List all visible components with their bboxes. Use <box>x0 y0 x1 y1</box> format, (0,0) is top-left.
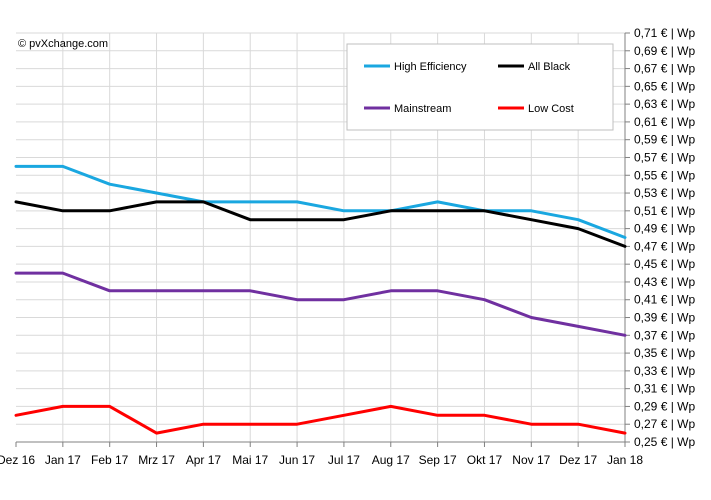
copyright-label: © pvXchange.com <box>18 38 108 50</box>
y-tick-label: 0,71 € | Wp <box>634 26 695 40</box>
y-tick-label: 0,37 € | Wp <box>634 328 695 342</box>
y-tick-label: 0,65 € | Wp <box>634 79 695 93</box>
y-tick-label: 0,53 € | Wp <box>634 186 695 200</box>
y-tick-label: 0,43 € | Wp <box>634 275 695 289</box>
x-tick-label: Sep 17 <box>419 453 457 467</box>
y-tick-label: 0,67 € | Wp <box>634 62 695 76</box>
x-tick-label: Nov 17 <box>512 453 550 467</box>
x-tick-label: Mai 17 <box>232 453 268 467</box>
legend-box <box>346 43 614 131</box>
y-tick-label: 0,41 € | Wp <box>634 293 695 307</box>
x-tick-label: Feb 17 <box>91 453 129 467</box>
series-line-high-efficiency <box>14 164 627 239</box>
x-tick-label: Dez 16 <box>0 453 35 467</box>
y-axis-tick-labels: 0,25 € | Wp 0,27 € | Wp 0,29 € | Wp 0,31 € … <box>634 26 695 449</box>
x-tick-label: Apr 17 <box>186 453 222 467</box>
y-tick-label: 0,29 € | Wp <box>634 399 695 413</box>
x-tick-label: Jan 18 <box>607 453 643 467</box>
series-lines <box>14 164 627 435</box>
y-tick-label: 0,57 € | Wp <box>634 150 695 164</box>
x-tick-label: Dez 17 <box>559 453 597 467</box>
legend: High Efficiency All Black Mainstream Low Co… <box>346 43 614 131</box>
legend-label: All Black <box>528 61 571 73</box>
series-line-all-black <box>14 200 627 248</box>
x-tick-label: Jan 17 <box>45 453 81 467</box>
x-tick-label: Aug 17 <box>372 453 410 467</box>
y-tick-label: 0,39 € | Wp <box>634 311 695 325</box>
y-tick-label: 0,31 € | Wp <box>634 382 695 396</box>
x-tick-label: Okt 17 <box>467 453 503 467</box>
y-tick-label: 0,47 € | Wp <box>634 239 695 253</box>
x-axis-tick-labels: Dez 16 Jan 17 Feb 17 Mrz 17 Apr 17 Mai 17 Jun … <box>0 453 643 467</box>
y-tick-label: 0,69 € | Wp <box>634 44 695 58</box>
y-tick-label: 0,45 € | Wp <box>634 257 695 271</box>
series-line-mainstream <box>14 271 627 337</box>
y-tick-label: 0,35 € | Wp <box>634 346 695 360</box>
y-tick-label: 0,33 € | Wp <box>634 364 695 378</box>
y-tick-label: 0,49 € | Wp <box>634 222 695 236</box>
x-tick-label: Jun 17 <box>279 453 315 467</box>
y-tick-label: 0,63 € | Wp <box>634 97 695 111</box>
legend-items: High Efficiency All Black Mainstream Low Co… <box>364 61 574 115</box>
y-tick-label: 0,59 € | Wp <box>634 133 695 147</box>
y-tick-label: 0,55 € | Wp <box>634 168 695 182</box>
y-tick-label: 0,25 € | Wp <box>634 435 695 449</box>
y-tick-label: 0,51 € | Wp <box>634 204 695 218</box>
x-tick-label: Mrz 17 <box>138 453 175 467</box>
x-tick-label: Jul 17 <box>328 453 360 467</box>
y-tick-label: 0,61 € | Wp <box>634 115 695 129</box>
legend-label: Low Cost <box>528 103 574 115</box>
legend-label: High Efficiency <box>394 61 467 73</box>
series-line-low-cost <box>14 404 627 435</box>
y-tick-label: 0,27 € | Wp <box>634 417 695 431</box>
legend-label: Mainstream <box>394 103 451 115</box>
